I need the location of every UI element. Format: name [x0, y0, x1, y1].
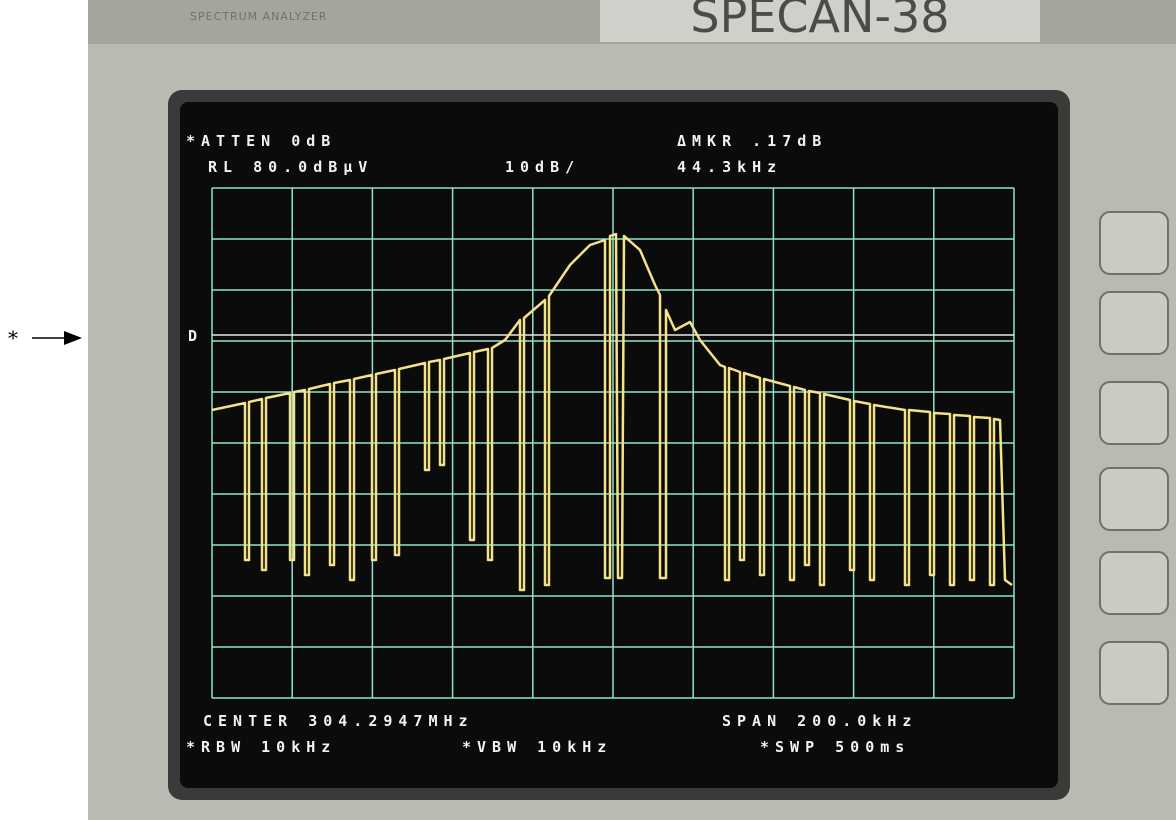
- softkey: [1099, 641, 1169, 705]
- span-readout: SPAN 200.0kHz: [722, 712, 917, 730]
- atten-readout: *ATTEN 0dB: [186, 132, 336, 150]
- center-readout: CENTER 304.2947MHz: [203, 712, 474, 730]
- rbw-readout: *RBW 10kHz: [186, 738, 336, 756]
- annotation-marker: *: [8, 326, 18, 350]
- ref-level-readout: RL 80.0dBµV: [208, 158, 373, 176]
- marker-freq-readout: 44.3kHz: [677, 158, 782, 176]
- softkey: [1099, 211, 1169, 275]
- display-line-label: D: [188, 327, 203, 345]
- softkey: [1099, 467, 1169, 531]
- sweep-readout: *SWP 500ms: [760, 738, 910, 756]
- brand-label: SPECTRUM ANALYZER: [190, 10, 327, 23]
- screen: [180, 102, 1058, 788]
- model-name: SPECAN-38: [690, 0, 949, 43]
- vbw-readout: *VBW 10kHz: [462, 738, 612, 756]
- marker-delta-readout: ΔMKR .17dB: [677, 132, 827, 150]
- spectrum-trace: [211, 232, 1013, 592]
- graticule: [211, 187, 1015, 699]
- margin: [0, 0, 88, 820]
- softkey: [1099, 381, 1169, 445]
- scale-readout: 10dB/: [505, 158, 580, 176]
- softkey: [1099, 291, 1169, 355]
- annotation-arrowhead: [64, 331, 82, 345]
- model-plate: [600, 0, 1040, 42]
- softkeys: [1099, 211, 1169, 705]
- softkey: [1099, 551, 1169, 615]
